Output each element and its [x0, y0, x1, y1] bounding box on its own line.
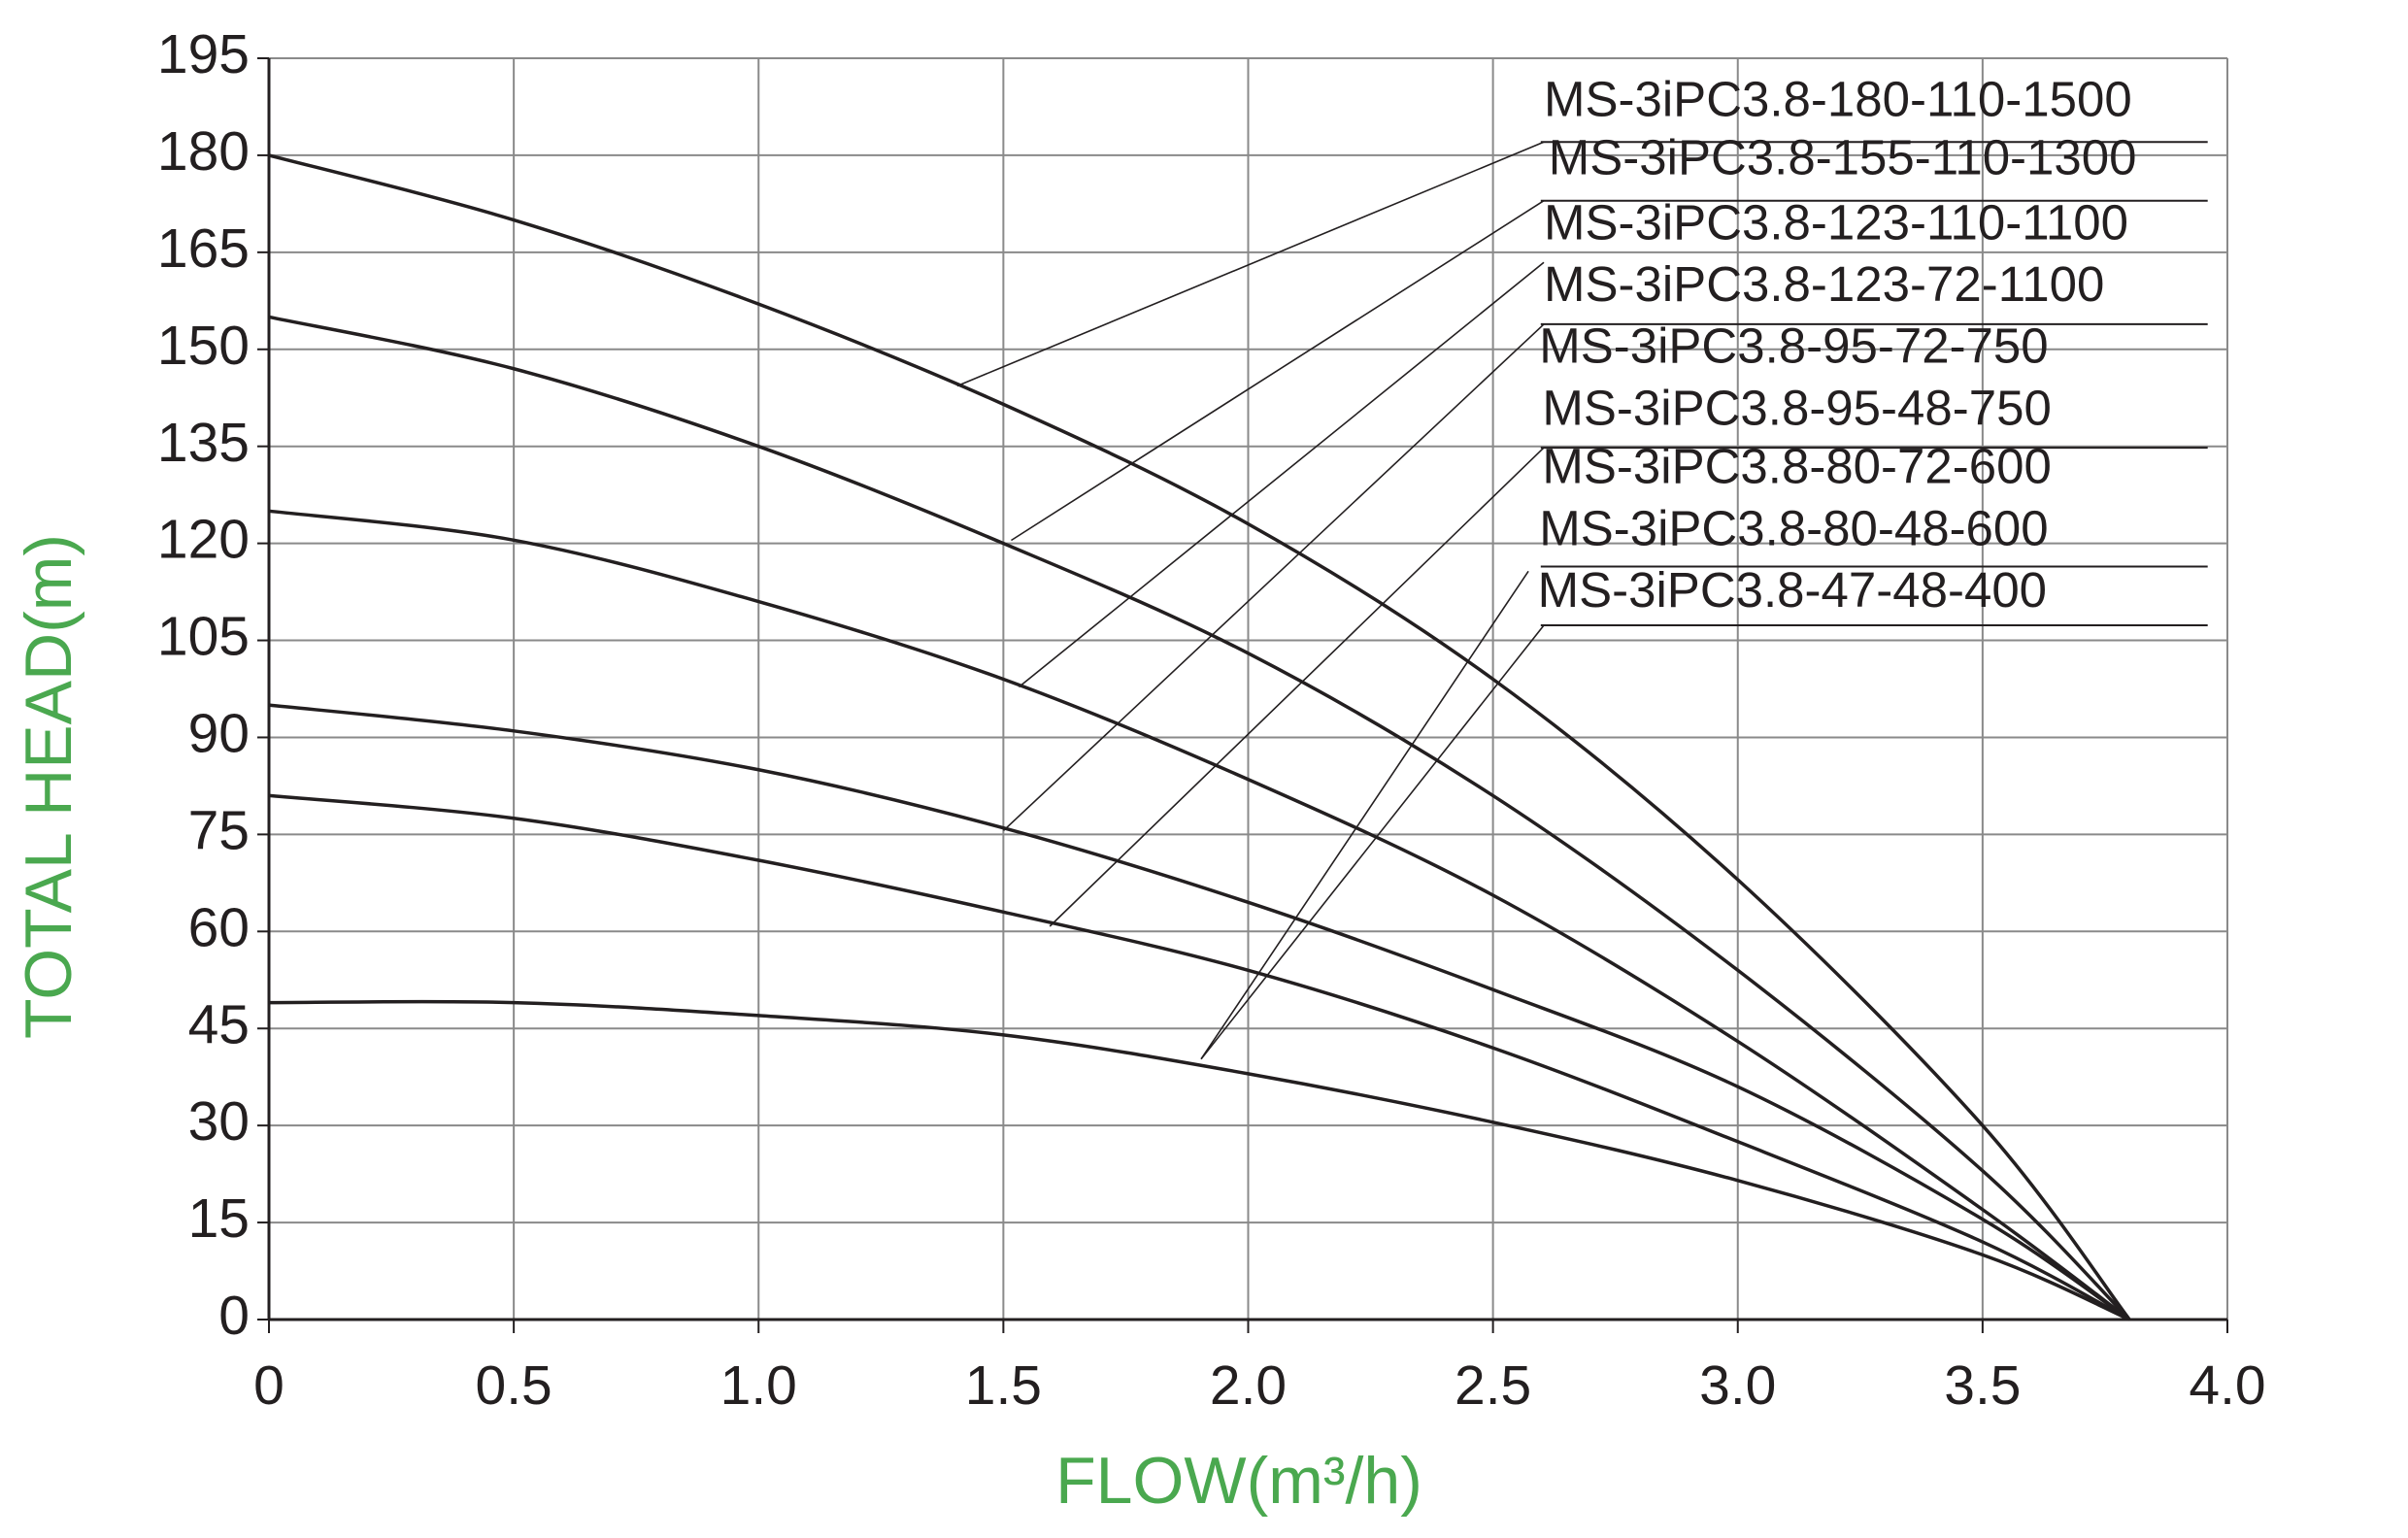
y-tick-label: 90	[188, 703, 250, 765]
x-tick-label: 2.5	[1455, 1354, 1531, 1417]
y-tick-label: 0	[218, 1285, 250, 1347]
curve	[268, 703, 2131, 1321]
x-tick-label: 3.5	[1944, 1354, 2021, 1417]
x-tick-label: 0	[253, 1354, 284, 1417]
curve	[268, 999, 2130, 1321]
curve	[268, 793, 2130, 1321]
leader-line	[1018, 261, 1545, 688]
curve	[268, 509, 2131, 1321]
x-tick-label: 3.0	[1699, 1354, 1776, 1417]
y-tick-label: 30	[188, 1090, 250, 1153]
annotation: MS-3iPC3.8-95-72-750	[1539, 318, 2048, 374]
annotation: MS-3iPC3.8-123-72-1100	[1544, 256, 2104, 312]
leader-line	[1049, 447, 1545, 927]
y-tick-label: 150	[157, 315, 250, 377]
y-tick-label: 15	[188, 1187, 250, 1250]
y-tick-label: 45	[188, 993, 250, 1055]
annotation: MS-3iPC3.8-80-72-600	[1542, 439, 2051, 494]
y-tick-label: 60	[188, 896, 250, 958]
y-tick-label: 75	[188, 799, 250, 861]
annotation: MS-3iPC3.8-123-110-1100	[1544, 194, 2128, 250]
annotation: MS-3iPC3.8-155-110-1300	[1549, 130, 2137, 185]
x-tick-label: 2.0	[1210, 1354, 1287, 1417]
leader-line	[1200, 624, 1545, 1060]
curve	[268, 315, 2131, 1321]
x-tick-label: 1.0	[720, 1354, 797, 1417]
x-tick-label: 4.0	[2189, 1354, 2265, 1417]
x-tick-label: 1.5	[965, 1354, 1042, 1417]
curve	[268, 153, 2131, 1321]
leader-line	[956, 141, 1545, 387]
y-tick-label: 135	[157, 412, 250, 474]
leader-line	[1002, 323, 1545, 832]
leader-line	[1200, 570, 1529, 1060]
annotation: MS-3iPC3.8-180-110-1500	[1544, 71, 2132, 126]
y-tick-label: 195	[157, 23, 250, 85]
annotation: MS-3iPC3.8-80-48-600	[1539, 500, 2048, 555]
y-tick-label: 105	[157, 606, 250, 668]
annotation: MS-3iPC3.8-95-48-750	[1542, 380, 2051, 435]
y-tick-label: 120	[157, 509, 250, 571]
annotation: MS-3iPC3.8-47-48-400	[1538, 562, 2047, 618]
x-tick-label: 0.5	[476, 1354, 552, 1417]
x-axis-title: FLOW(m³/h)	[1055, 1444, 1422, 1518]
leader-line	[1011, 200, 1545, 542]
y-tick-label: 165	[157, 217, 250, 280]
y-axis-title: TOTAL HEAD(m)	[12, 534, 85, 1039]
y-tick-label: 180	[157, 120, 250, 183]
